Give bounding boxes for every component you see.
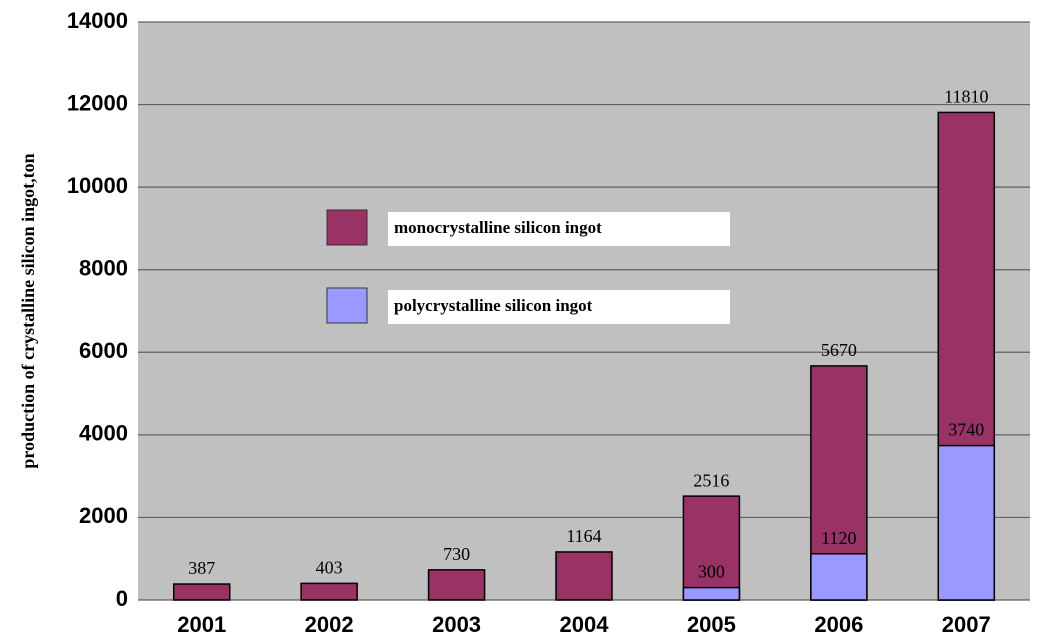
bar (937, 444, 996, 601)
value-label: 3740 (948, 420, 984, 440)
bar (427, 569, 486, 601)
legend-label-box (388, 212, 730, 246)
legend-label: polycrystalline silicon ingot (394, 296, 593, 315)
bar (682, 495, 741, 601)
legend-label-box (388, 290, 730, 324)
legend-label: monocrystalline silicon ingot (394, 218, 602, 237)
y-axis-label: production of crystalline silicon ingot,… (18, 153, 38, 468)
value-label: 2516 (693, 470, 729, 490)
y-tick-label: 12000 (67, 90, 128, 115)
legend-swatch (326, 209, 368, 246)
value-label: 11810 (944, 87, 988, 107)
bar (172, 583, 231, 601)
bar (682, 586, 741, 601)
value-label: 300 (698, 562, 725, 582)
x-tick-label: 2007 (942, 612, 991, 637)
y-tick-label: 10000 (67, 173, 128, 198)
y-tick-label: 2000 (79, 503, 128, 528)
y-tick-label: 8000 (79, 256, 128, 281)
y-tick-label: 6000 (79, 338, 128, 363)
y-tick-label: 14000 (67, 8, 128, 33)
y-tick-label: 0 (116, 586, 128, 611)
bar (810, 553, 868, 601)
x-tick-label: 2006 (814, 612, 863, 637)
value-label: 1164 (566, 526, 601, 546)
legend-swatch (326, 287, 368, 324)
value-label: 5670 (821, 340, 857, 360)
value-label: 387 (188, 558, 215, 578)
y-tick-label: 4000 (79, 421, 128, 446)
x-tick-label: 2004 (560, 612, 610, 637)
bar (555, 551, 613, 601)
x-tick-label: 2002 (305, 612, 354, 637)
x-tick-label: 2005 (687, 612, 736, 637)
bar (300, 582, 358, 601)
x-tick-label: 2001 (177, 612, 226, 637)
value-label: 403 (316, 557, 343, 577)
value-label: 730 (443, 544, 470, 564)
x-tick-label: 2003 (432, 612, 481, 637)
value-label: 1120 (821, 528, 856, 548)
